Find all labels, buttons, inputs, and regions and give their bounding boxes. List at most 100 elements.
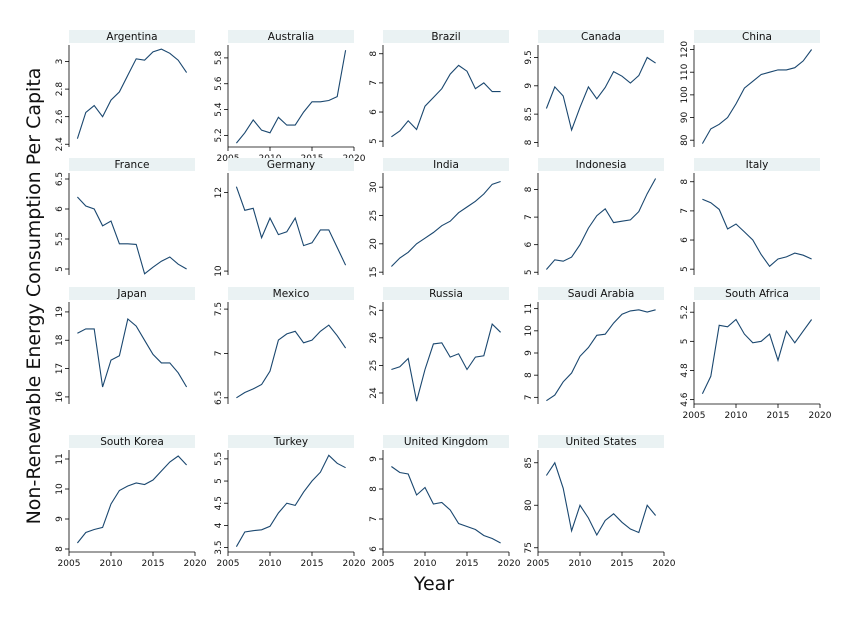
panel-russia: Russia 24 25 26 27 — [369, 287, 509, 404]
y-tick-label: 8 — [55, 546, 65, 552]
y-tick-label: 8 — [524, 186, 534, 192]
x-tick-label: 2005 — [217, 559, 240, 569]
panel-strip-saudi-arabia — [538, 287, 664, 300]
y-tick-label: 30 — [369, 181, 379, 193]
panel-strip-india — [383, 158, 509, 171]
x-tick-label: 2005 — [683, 411, 706, 421]
x-axis-title: Year — [413, 573, 454, 595]
panel-strip-canada — [538, 30, 664, 43]
y-tick-label: 120 — [680, 41, 690, 58]
y-tick-label: 4.8 — [680, 363, 690, 378]
panel-title-france: France — [115, 159, 150, 171]
y-tick-label: 9 — [524, 350, 534, 356]
panel-mexico: Mexico 6.5 7 7.5 — [214, 287, 354, 405]
panel-france: France 5 5.5 6 6.5 — [55, 158, 195, 275]
panel-title-canada: Canada — [581, 31, 621, 43]
panel-strip-turkey — [228, 435, 354, 448]
series-line-south-korea — [76, 455, 188, 544]
y-tick-label: 6 — [524, 242, 534, 248]
y-tick-label: 8 — [524, 372, 534, 378]
y-axis-title: Non-Renewable Energy Consumption Per Cap… — [23, 68, 45, 525]
series-line-south-africa — [701, 318, 813, 395]
panel-south-korea: South Korea 8 9 10 11 2005 2010 2015 2020 — [55, 435, 207, 569]
panel-strip-japan — [69, 287, 195, 300]
x-tick-label: 2010 — [100, 559, 123, 569]
y-tick-label: 7 — [680, 208, 690, 214]
y-tick-label: 8 — [524, 139, 534, 145]
y-tick-label: 100 — [680, 86, 690, 103]
series-line-canada — [545, 56, 656, 132]
y-tick-label: 6 — [680, 237, 690, 243]
panel-title-saudi-arabia: Saudi Arabia — [568, 288, 635, 300]
panel-indonesia: Indonesia 5 6 7 8 — [524, 158, 664, 275]
y-tick-label: 8 — [680, 179, 690, 185]
panel-strip-brazil — [383, 30, 509, 43]
x-tick-label: 2015 — [142, 559, 165, 569]
x-tick-label: 2005 — [527, 559, 550, 569]
y-tick-label: 8.5 — [524, 107, 534, 121]
series-line-mexico — [236, 324, 347, 399]
panel-brazil: Brazil 5 6 7 8 — [369, 30, 509, 147]
panel-turkey: Turkey 3.5 4 4.5 5 5.5 2005 2010 2015 2020 — [214, 435, 366, 569]
y-tick-label: 7 — [214, 351, 224, 357]
y-tick-label: 12 — [214, 187, 224, 198]
series-line-united-states — [545, 461, 657, 537]
series-line-united-kingdom — [391, 466, 501, 544]
panel-italy: Italy 5 6 7 8 — [680, 158, 820, 275]
panel-title-china: China — [742, 31, 772, 43]
panel-strip-united-states — [538, 435, 664, 448]
panel-strip-mexico — [228, 287, 354, 300]
series-line-russia — [391, 323, 501, 402]
panel-title-russia: Russia — [429, 288, 463, 300]
panel-title-united-kingdom: United Kingdom — [404, 436, 488, 448]
panel-title-germany: Germany — [267, 159, 315, 171]
series-line-indonesia — [545, 178, 657, 270]
y-tick-label: 5 — [369, 138, 379, 144]
x-tick-label: 2015 — [456, 559, 479, 569]
series-line-brazil — [391, 64, 501, 138]
y-tick-label: 3 — [55, 59, 65, 65]
x-tick-label: 2015 — [301, 559, 324, 569]
panel-strip-united-kingdom — [383, 435, 509, 448]
y-tick-label: 6.5 — [214, 391, 224, 405]
panel-canada: Canada 8 8.5 9 9.5 — [524, 30, 664, 147]
panel-title-argentina: Argentina — [106, 31, 157, 43]
y-tick-label: 4 — [214, 522, 224, 528]
y-tick-label: 2.4 — [55, 137, 65, 152]
panel-united-kingdom: United Kingdom 6 7 8 9 2005 2010 2015 2020 — [369, 435, 521, 569]
y-tick-label: 5.2 — [214, 128, 224, 142]
y-tick-label: 7 — [524, 394, 534, 400]
y-tick-label: 9.5 — [524, 50, 534, 64]
x-tick-label: 2010 — [414, 559, 437, 569]
y-tick-label: 9 — [524, 83, 534, 89]
y-tick-label: 5.8 — [214, 50, 224, 65]
y-tick-label: 80 — [680, 134, 690, 146]
y-tick-label: 5 — [524, 269, 534, 275]
series-line-germany — [235, 186, 347, 266]
panel-title-australia: Australia — [268, 31, 314, 43]
y-tick-label: 11 — [524, 303, 534, 314]
panel-argentina: Argentina 2.4 2.6 2.8 3 — [55, 30, 195, 151]
y-tick-label: 5 — [680, 338, 690, 344]
series-line-india — [391, 180, 501, 267]
series-line-china — [701, 49, 813, 144]
y-tick-label: 6 — [55, 206, 65, 212]
x-tick-label: 2010 — [259, 559, 282, 569]
y-tick-label: 85 — [524, 457, 534, 468]
x-tick-label: 2020 — [653, 559, 676, 569]
x-tick-label: 2020 — [809, 411, 832, 421]
panel-strip-argentina — [69, 30, 195, 43]
y-tick-label: 9 — [369, 456, 379, 462]
series-line-turkey — [235, 454, 346, 547]
series-line-france — [76, 196, 187, 275]
y-tick-label: 6.5 — [55, 172, 65, 186]
y-tick-label: 7 — [369, 80, 379, 86]
x-tick-label: 2020 — [498, 559, 521, 569]
series-line-argentina — [76, 48, 188, 139]
y-tick-label: 10 — [214, 265, 224, 277]
y-tick-label: 18 — [55, 334, 65, 346]
y-tick-label: 6 — [369, 546, 379, 552]
